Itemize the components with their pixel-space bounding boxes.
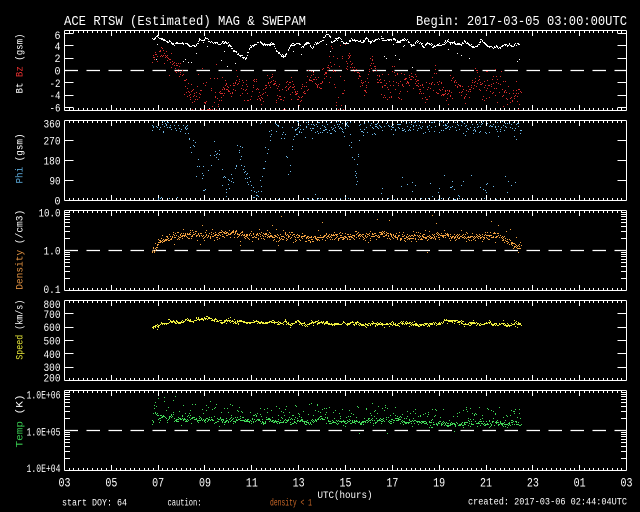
- svg-text:01: 01: [574, 476, 586, 491]
- svg-text:10.0: 10.0: [39, 209, 61, 221]
- svg-text:1.0E+06: 1.0E+06: [27, 391, 61, 403]
- svg-text:0: 0: [55, 196, 61, 208]
- svg-text:19: 19: [433, 476, 445, 491]
- svg-text:05: 05: [105, 476, 117, 491]
- svg-text:0.1: 0.1: [44, 285, 61, 297]
- svg-text:1.0E+04: 1.0E+04: [27, 464, 61, 476]
- svg-text:created: 2017-03-06 02:44:04UT: created: 2017-03-06 02:44:04UTC: [468, 497, 627, 509]
- svg-text:270: 270: [44, 137, 61, 149]
- svg-text:03: 03: [59, 476, 71, 491]
- svg-text:1.0: 1.0: [44, 247, 61, 259]
- svg-text:700: 700: [44, 310, 61, 322]
- svg-text:start DOY: 64: start DOY: 64: [62, 499, 127, 510]
- svg-text:Phi (gsm): Phi (gsm): [15, 134, 27, 184]
- svg-text:-4: -4: [50, 91, 61, 103]
- svg-text:UTC(hours): UTC(hours): [318, 490, 373, 502]
- svg-text:Temp (K): Temp (K): [15, 395, 27, 448]
- svg-text:ACE RTSW (Estimated) MAG & SWE: ACE RTSW (Estimated) MAG & SWEPAM: [64, 14, 306, 30]
- svg-text:500: 500: [44, 337, 61, 349]
- svg-text:1.0E+05: 1.0E+05: [27, 427, 61, 439]
- svg-text:6: 6: [55, 31, 61, 43]
- svg-text:17: 17: [386, 476, 398, 491]
- svg-text:caution:: caution:: [168, 498, 202, 510]
- svg-text:Speed (km/s): Speed (km/s): [15, 300, 27, 360]
- svg-text:300: 300: [44, 363, 61, 375]
- svg-text:2: 2: [55, 54, 61, 66]
- svg-text:Begin: 2017-03-05 03:00:00UTC: Begin: 2017-03-05 03:00:00UTC: [416, 14, 627, 30]
- svg-text:360: 360: [44, 120, 61, 132]
- svg-text:600: 600: [44, 323, 61, 335]
- svg-text:800: 800: [44, 300, 61, 312]
- svg-text:200: 200: [44, 374, 61, 386]
- svg-text:23: 23: [527, 476, 539, 491]
- svg-text:density < 1: density < 1: [270, 498, 312, 510]
- svg-text:4: 4: [55, 42, 61, 54]
- svg-text:400: 400: [44, 350, 61, 362]
- svg-text:13: 13: [293, 476, 305, 491]
- svg-text:-6: -6: [50, 103, 61, 115]
- svg-text:15: 15: [339, 476, 351, 491]
- svg-text:90: 90: [50, 177, 61, 189]
- svg-text:Bt Bz (gsm): Bt Bz (gsm): [15, 34, 27, 94]
- svg-text:Density (/cm3): Density (/cm3): [15, 210, 27, 290]
- svg-text:-2: -2: [50, 79, 61, 91]
- svg-text:11: 11: [246, 476, 258, 491]
- svg-text:21: 21: [480, 476, 492, 491]
- svg-text:0: 0: [55, 67, 61, 79]
- svg-text:09: 09: [199, 476, 211, 491]
- svg-text:07: 07: [152, 476, 164, 491]
- svg-text:03: 03: [620, 476, 632, 491]
- svg-text:180: 180: [44, 157, 61, 169]
